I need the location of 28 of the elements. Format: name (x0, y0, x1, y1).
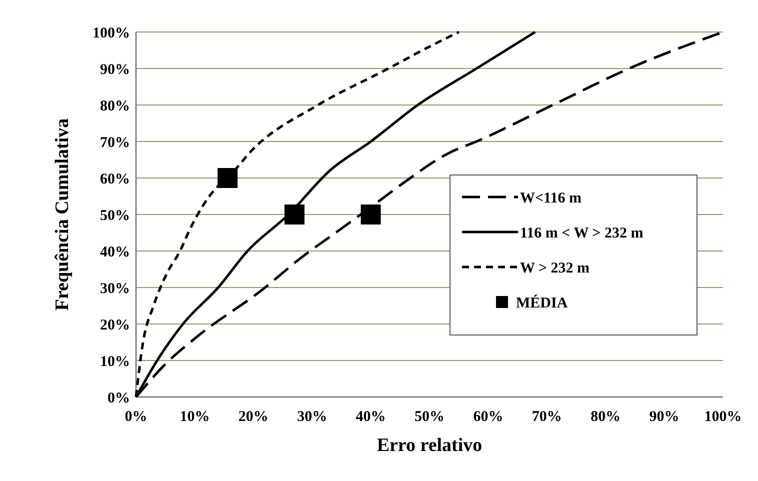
y-tick-label: 60% (100, 171, 130, 188)
y-tick-label: 80% (100, 98, 130, 114)
x-tick-label: 80% (590, 409, 621, 425)
legend-label: W<116 m (520, 190, 582, 206)
legend-label: 116 m < W > 232 m (520, 225, 644, 242)
y-tick-label: 100% (92, 25, 130, 42)
x-tick-label: 100% (704, 409, 742, 425)
x-tick-label: 20% (238, 409, 268, 425)
x-tick-label: 90% (649, 409, 680, 425)
x-tick-label: 70% (532, 409, 562, 425)
x-tick-label: 10% (180, 409, 210, 425)
x-tick-label: 50% (414, 409, 444, 425)
x-tick-label: 40% (356, 409, 386, 425)
y-tick-label: 10% (100, 354, 130, 370)
x-tick-label: 0% (124, 409, 148, 425)
y-tick-label: 20% (100, 317, 130, 334)
y-axis-title: Frequência Cumulativa (52, 118, 73, 311)
y-tick-label: 70% (100, 134, 130, 151)
x-tick-label: 60% (473, 409, 504, 425)
x-tick-label: 30% (297, 409, 328, 425)
y-tick-label: 0% (108, 390, 130, 406)
y-tick-label: 40% (100, 244, 130, 260)
legend-label: MÉDIA (516, 294, 568, 312)
legend-label: W > 232 m (520, 260, 590, 276)
y-tick-label: 30% (100, 280, 130, 297)
y-tick-label: 90% (100, 62, 130, 78)
y-tick-label: 50% (100, 208, 130, 224)
x-axis-title: Erro relativo (376, 435, 482, 456)
